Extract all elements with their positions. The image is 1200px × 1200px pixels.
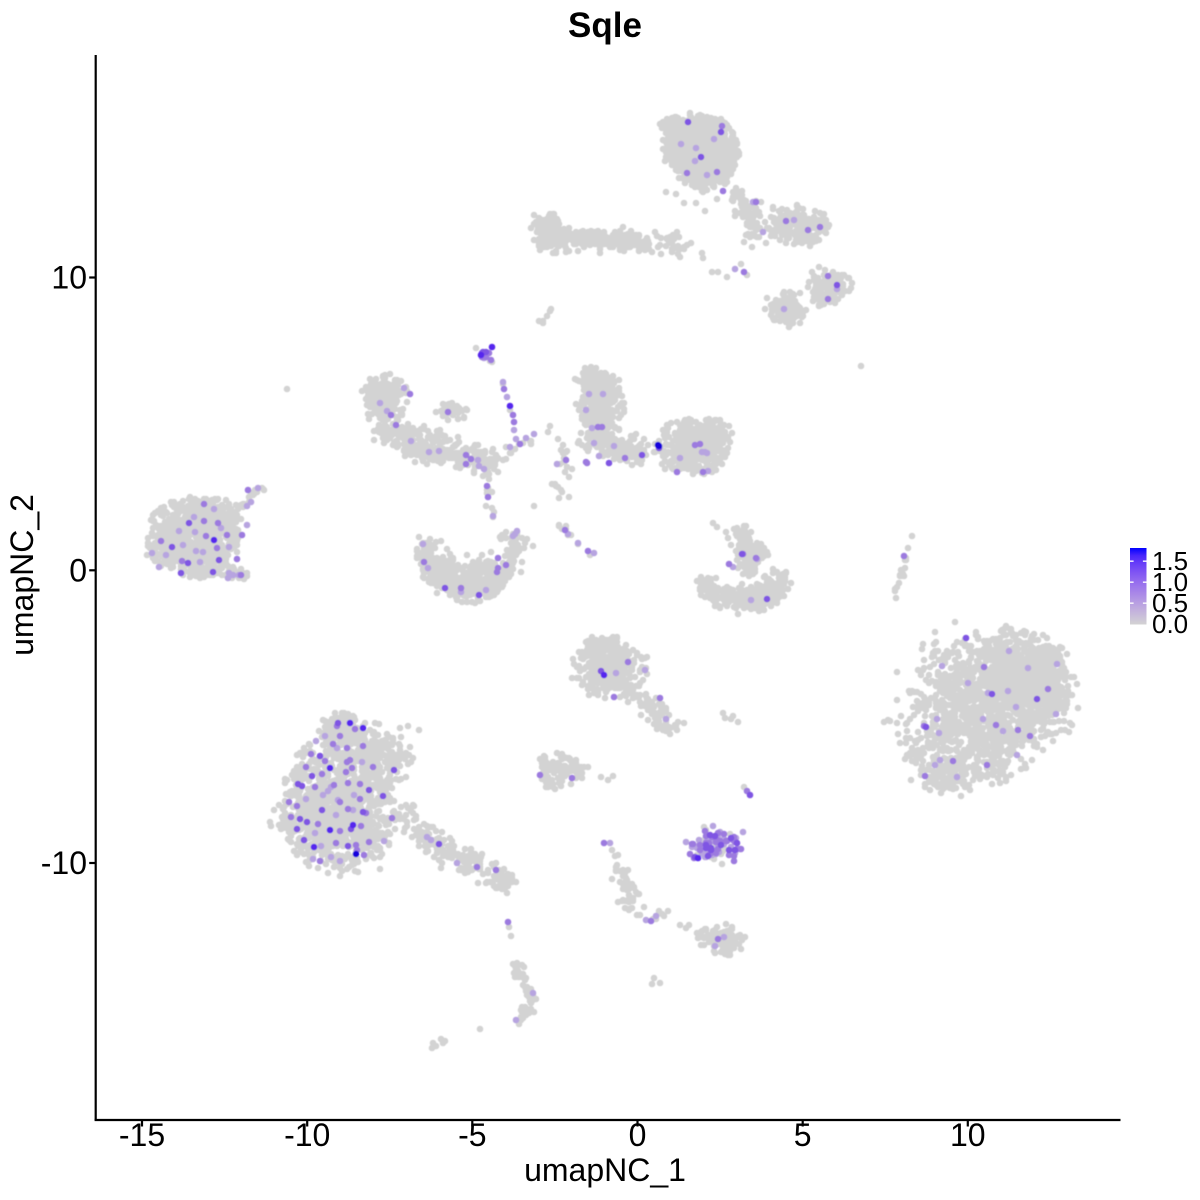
svg-text:umapNC_1: umapNC_1 xyxy=(524,1152,686,1188)
svg-text:-10: -10 xyxy=(284,1117,330,1153)
svg-text:-15: -15 xyxy=(119,1117,165,1153)
svg-text:Sqle: Sqle xyxy=(568,6,642,45)
svg-text:10: 10 xyxy=(51,260,87,296)
svg-text:1.5: 1.5 xyxy=(1152,546,1188,576)
svg-text:0: 0 xyxy=(629,1117,647,1153)
svg-text:1.0: 1.0 xyxy=(1152,567,1188,597)
svg-text:0.5: 0.5 xyxy=(1152,588,1188,618)
svg-text:0: 0 xyxy=(69,553,87,589)
svg-text:10: 10 xyxy=(950,1117,986,1153)
svg-text:-5: -5 xyxy=(458,1117,486,1153)
svg-text:-10: -10 xyxy=(41,845,87,881)
svg-text:5: 5 xyxy=(794,1117,812,1153)
svg-text:0.0: 0.0 xyxy=(1152,609,1188,639)
svg-text:umapNC_2: umapNC_2 xyxy=(4,494,40,656)
